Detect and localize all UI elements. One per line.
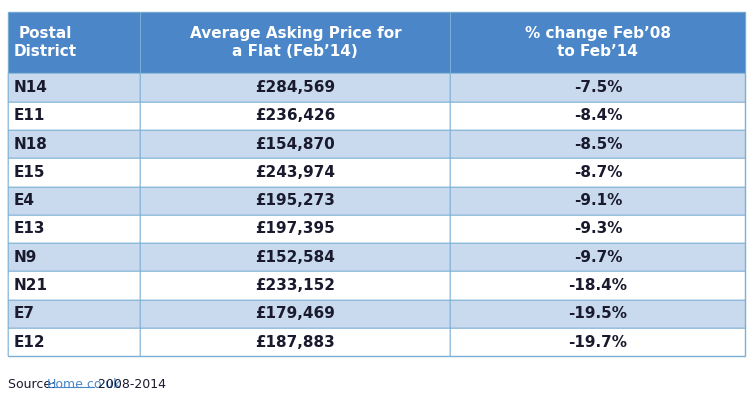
Bar [450,328,745,356]
Text: £197,395: £197,395 [255,221,335,236]
Text: -19.7%: -19.7% [569,335,627,350]
Text: 2008-2014: 2008-2014 [94,378,166,391]
Text: £187,883: £187,883 [255,335,335,350]
Text: £243,974: £243,974 [255,165,335,180]
Bar [450,102,745,130]
Bar [450,272,745,300]
Text: -9.3%: -9.3% [574,221,622,236]
Bar [8,130,140,158]
Text: -18.4%: -18.4% [569,278,627,293]
Text: Postal
District: Postal District [14,27,77,59]
Text: E7: E7 [14,307,35,322]
Bar [8,243,140,272]
Bar [140,102,450,130]
Bar [140,187,450,215]
Text: £154,870: £154,870 [255,137,335,152]
Bar [450,73,745,102]
Text: E4: E4 [14,193,35,208]
Text: -9.7%: -9.7% [574,250,622,265]
Bar [140,73,450,102]
Text: E13: E13 [14,221,45,236]
Text: £195,273: £195,273 [255,193,335,208]
Text: N14: N14 [14,80,47,95]
Text: -8.7%: -8.7% [574,165,622,180]
Bar [450,187,745,215]
Text: Source:: Source: [8,378,59,391]
Text: -8.4%: -8.4% [574,108,622,123]
Text: £236,426: £236,426 [255,108,336,123]
Bar [450,300,745,328]
Text: -19.5%: -19.5% [569,307,627,322]
Bar [450,130,745,158]
Text: E11: E11 [14,108,45,123]
Bar [8,300,140,328]
Text: Home.co.uk: Home.co.uk [47,378,121,391]
Bar [140,300,450,328]
Text: -7.5%: -7.5% [574,80,622,95]
Bar [8,158,140,187]
Text: £233,152: £233,152 [255,278,335,293]
Text: Average Asking Price for
a Flat (Feb’14): Average Asking Price for a Flat (Feb’14) [190,27,401,59]
Text: £152,584: £152,584 [255,250,335,265]
Bar [8,215,140,243]
Bar [140,328,450,356]
Bar [450,243,745,272]
Bar [140,130,450,158]
Bar [8,102,140,130]
Text: N18: N18 [14,137,47,152]
Bar [140,158,450,187]
Bar [8,73,140,102]
Text: £284,569: £284,569 [255,80,335,95]
Bar [8,272,140,300]
Bar [8,328,140,356]
Text: -9.1%: -9.1% [574,193,622,208]
Bar [140,243,450,272]
Text: N9: N9 [14,250,37,265]
Text: E12: E12 [14,335,45,350]
Text: N21: N21 [14,278,47,293]
Bar [450,215,745,243]
Bar [450,158,745,187]
Bar [140,215,450,243]
Text: E15: E15 [14,165,45,180]
Bar [8,187,140,215]
Text: % change Feb’08
to Feb’14: % change Feb’08 to Feb’14 [525,27,671,59]
Bar [140,272,450,300]
Text: -8.5%: -8.5% [574,137,622,152]
Text: £179,469: £179,469 [255,307,335,322]
